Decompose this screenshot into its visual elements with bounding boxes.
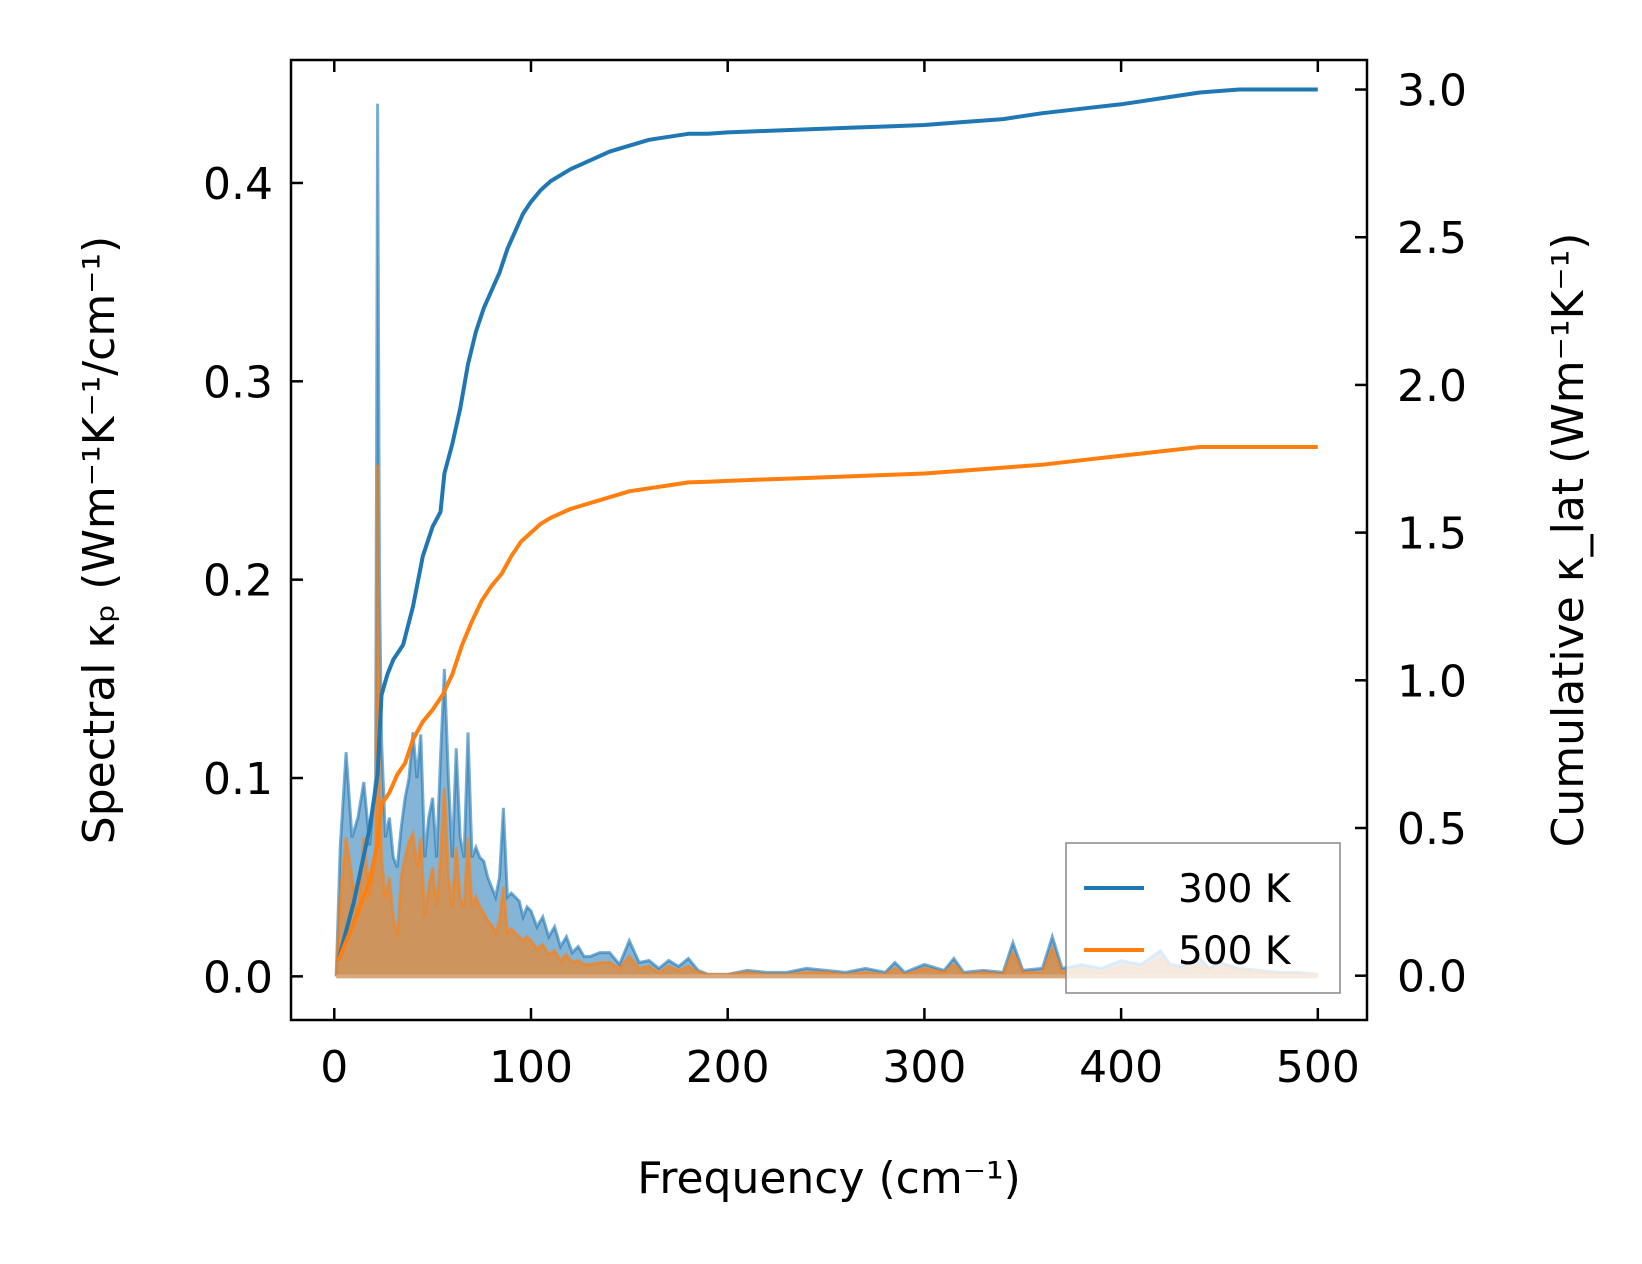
y-right-tick-label: 2.5	[1397, 213, 1467, 264]
x-tick-label: 500	[1276, 1042, 1360, 1093]
x-tick-label: 0	[320, 1042, 348, 1093]
y-right-tick-label: 3.0	[1397, 66, 1467, 117]
axes-layer: 0 100 200 300 400 500 0.0 0.1 0.2 0.3 0.4 0.0 0.5 1.0…	[203, 58, 1467, 1093]
legend: 300 K 500 K	[1065, 842, 1341, 994]
x-tick-label: 400	[1079, 1042, 1163, 1093]
legend-label-0: 300 K	[1178, 867, 1292, 912]
y-right-tick-label: 1.5	[1397, 509, 1467, 560]
x-tick-label: 200	[686, 1042, 770, 1093]
x-axis-label: Frequency (cm⁻¹)	[637, 1153, 1021, 1204]
y-left-tick-label: 0.2	[203, 556, 273, 607]
y-left-axis-label: Spectral κₚ (Wm⁻¹K⁻¹/cm⁻¹)	[74, 236, 125, 844]
x-tick-label: 100	[489, 1042, 573, 1093]
y-right-tick-label: 0.5	[1397, 804, 1467, 855]
y-left-tick-label: 0.0	[203, 952, 273, 1003]
legend-label-1: 500 K	[1178, 929, 1292, 974]
spectral-outline-1	[334, 464, 1318, 977]
cumulative-line-layer	[336, 87, 1318, 962]
y-left-tick-label: 0.3	[203, 357, 273, 408]
y-left-tick-label: 0.4	[203, 159, 273, 210]
plot-frame	[289, 58, 1369, 1022]
cumulative-line-1	[336, 445, 1318, 962]
y-right-tick-label: 1.0	[1397, 656, 1467, 707]
cumulative-line-0	[336, 87, 1318, 962]
y-right-tick-label: 2.0	[1397, 361, 1467, 412]
y-right-tick-label: 0.0	[1397, 952, 1467, 1003]
y-right-axis-label: Cumulative κ_lat (Wm⁻¹K⁻¹)	[1543, 233, 1594, 848]
x-tick-label: 300	[882, 1042, 966, 1093]
legend-box	[1065, 842, 1341, 994]
y-left-tick-label: 0.1	[203, 754, 273, 805]
spectral-area-1	[336, 464, 1318, 977]
axis-labels-layer: Frequency (cm⁻¹) Spectral κₚ (Wm⁻¹K⁻¹/cm⁻…	[74, 233, 1594, 1204]
